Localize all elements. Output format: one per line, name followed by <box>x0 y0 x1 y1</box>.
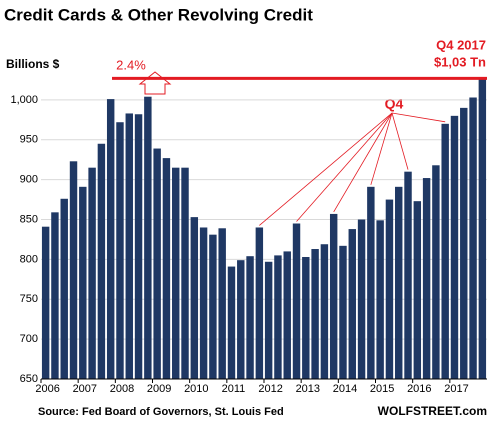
bar <box>218 228 226 379</box>
bar <box>348 229 356 379</box>
bar <box>404 171 412 379</box>
bar <box>246 256 254 379</box>
y-tick-label: 950 <box>20 134 38 146</box>
bar <box>460 107 468 379</box>
bar <box>255 227 264 379</box>
x-tick-label: 2011 <box>222 383 246 395</box>
bar <box>329 213 338 379</box>
brand: WOLFSTREET.com <box>378 404 487 418</box>
x-tick-label: 2015 <box>370 383 394 395</box>
bar <box>172 167 180 379</box>
bar <box>311 249 319 379</box>
bar <box>376 220 384 379</box>
bar <box>134 114 143 379</box>
bar <box>432 165 440 379</box>
bar <box>413 201 422 379</box>
bar <box>264 261 273 379</box>
bar <box>162 158 171 379</box>
peak-change: 2.4% <box>116 57 146 72</box>
bar <box>106 99 115 379</box>
bar <box>385 199 394 379</box>
y-tick-label: 800 <box>20 253 38 265</box>
bar <box>144 96 152 379</box>
bar <box>41 226 50 379</box>
pointer-line <box>259 112 393 226</box>
y-tick-label: 1,000 <box>10 94 38 106</box>
bar <box>125 113 133 379</box>
pointer-line <box>296 112 393 222</box>
bar <box>51 212 59 379</box>
bar <box>302 256 310 379</box>
y-tick-label: 650 <box>20 373 38 385</box>
x-tick-label: 2012 <box>258 383 282 395</box>
bar <box>367 186 375 379</box>
bar <box>274 255 282 379</box>
x-tick-label: 2009 <box>147 383 171 395</box>
y-axis-label: Billions $ <box>6 57 60 71</box>
bar <box>88 167 96 379</box>
bar <box>116 122 124 379</box>
bar <box>199 227 208 379</box>
pointer-line <box>391 112 409 170</box>
bar <box>190 217 199 379</box>
bar <box>339 245 347 379</box>
x-tick-label: 2006 <box>35 383 59 395</box>
x-tick-label: 2007 <box>73 383 97 395</box>
bar <box>69 161 78 379</box>
bar <box>320 244 329 379</box>
bar <box>153 148 161 379</box>
bar <box>237 260 245 379</box>
chart-title: Credit Cards & Other Revolving Credit <box>4 5 313 24</box>
bar <box>395 186 403 379</box>
latest-period: Q4 2017 <box>436 37 486 52</box>
y-tick-label: 900 <box>20 174 38 186</box>
pointer-line <box>391 112 446 123</box>
pointer-line <box>370 112 393 185</box>
y-tick-label: 850 <box>20 213 38 225</box>
bar <box>79 186 87 379</box>
bar <box>227 266 236 379</box>
y-tick-label: 700 <box>20 333 38 345</box>
bar <box>441 123 449 379</box>
x-tick-label: 2017 <box>444 383 468 395</box>
latest-value: $1,03 Tn <box>434 54 486 69</box>
bar <box>292 223 301 379</box>
bar <box>450 115 459 379</box>
bar <box>469 97 477 379</box>
x-tick-label: 2013 <box>296 383 320 395</box>
bar <box>60 198 68 379</box>
x-tick-label: 2008 <box>110 383 134 395</box>
bar <box>181 167 189 379</box>
x-tick-label: 2016 <box>407 383 431 395</box>
bar <box>97 143 106 379</box>
bar <box>357 219 366 379</box>
y-tick-label: 750 <box>20 293 38 305</box>
q4-label: Q4 <box>385 96 404 112</box>
x-tick-label: 2014 <box>333 383 357 395</box>
bar <box>422 178 431 379</box>
pointer-line <box>333 112 393 213</box>
bar <box>209 234 217 379</box>
bar <box>283 251 291 379</box>
x-tick-label: 2010 <box>184 383 208 395</box>
bar <box>478 78 487 379</box>
arrow <box>138 71 172 95</box>
source: Source: Fed Board of Governors, St. Loui… <box>38 406 284 418</box>
